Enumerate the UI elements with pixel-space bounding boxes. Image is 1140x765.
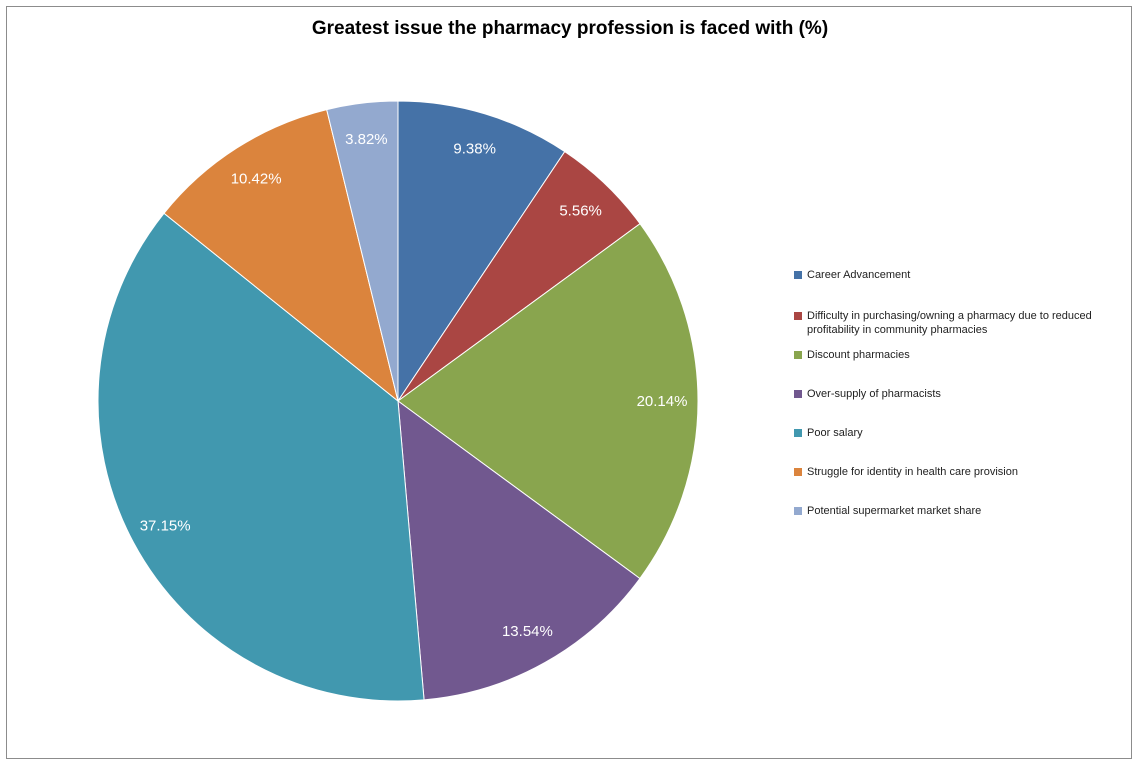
chart-title: Greatest issue the pharmacy profession i… (311, 18, 829, 39)
pie-slice (163, 108, 399, 403)
data-label: 5.56% (559, 202, 602, 219)
chart-frame (6, 6, 1132, 759)
legend-swatch (794, 312, 802, 320)
legend-swatch (794, 351, 802, 359)
legend-label: Over-supply of pharmacists (807, 388, 941, 400)
legend-item: Career Advancement (794, 268, 910, 282)
data-label: 10.42% (231, 170, 282, 187)
pie-slice (326, 100, 399, 402)
legend-item: Struggle for identity in health care pro… (794, 465, 1018, 479)
legend-item: Discount pharmacies (794, 348, 910, 362)
pie-slice (397, 223, 699, 580)
data-label: 3.82% (345, 131, 388, 148)
legend-label: Difficulty in purchasing/owning a pharma… (807, 310, 1092, 336)
data-label: 37.15% (140, 517, 191, 534)
pie-slice (97, 212, 425, 702)
legend-item: Potential supermarket market share (794, 504, 981, 518)
data-label: 13.54% (502, 623, 553, 640)
legend-swatch (794, 507, 802, 515)
legend-swatch (794, 390, 802, 398)
legend-item: Poor salary (794, 426, 863, 440)
legend-item: Over-supply of pharmacists (794, 387, 941, 401)
legend-item: Difficulty in purchasing/owning a pharma… (794, 309, 1134, 337)
pie-slice (397, 399, 641, 701)
legend-label: Career Advancement (807, 269, 911, 281)
legend-label: Poor salary (807, 427, 863, 439)
pie-slice (397, 100, 566, 403)
legend-label: Potential supermarket market share (807, 505, 982, 517)
legend-swatch (794, 271, 802, 279)
data-label: 9.38% (453, 140, 496, 157)
legend-swatch (794, 468, 802, 476)
legend-swatch (794, 429, 802, 437)
legend-label: Discount pharmacies (807, 349, 910, 361)
legend-label: Struggle for identity in health care pro… (807, 466, 1018, 478)
data-label: 20.14% (637, 393, 688, 410)
